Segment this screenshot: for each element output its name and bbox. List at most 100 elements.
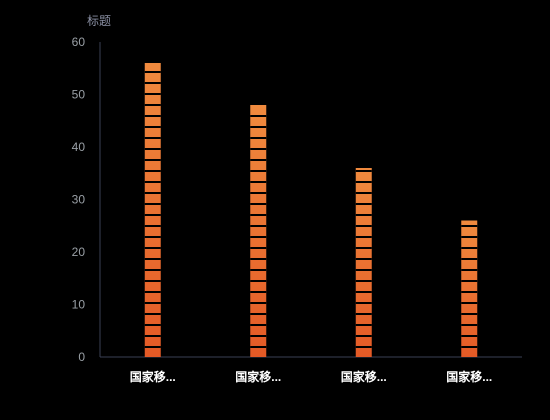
bar-segment-gap	[355, 203, 372, 205]
bar-segment-separators	[461, 225, 478, 348]
bar-segment-gap	[250, 225, 267, 227]
bar-segment-gap	[144, 181, 161, 183]
y-tick-label: 0	[78, 350, 85, 364]
bar-segment-gap	[250, 170, 267, 172]
x-category-label: 国家移...	[341, 369, 387, 384]
bar-segment-gap	[144, 203, 161, 205]
y-tick-label: 20	[72, 245, 86, 259]
bar-segment-gap	[355, 214, 372, 216]
bar-segment-gap	[250, 247, 267, 249]
bar-segment-gap	[144, 236, 161, 238]
bar-segment-gap	[461, 225, 478, 227]
bar-segment-gap	[250, 236, 267, 238]
bar-segment-gap	[144, 137, 161, 139]
bar-segment-gap	[144, 115, 161, 117]
bars	[144, 63, 478, 357]
bar-segment-gap	[355, 192, 372, 194]
bar-segment-gap	[144, 302, 161, 304]
bar-segment-gap	[144, 280, 161, 282]
bar-fill	[144, 63, 161, 357]
bar-segment-gap	[461, 269, 478, 271]
bar-segment-gap	[461, 302, 478, 304]
bar-fill	[250, 105, 267, 357]
bar-segment-gap	[250, 346, 267, 348]
bar-segment-separators	[250, 115, 267, 348]
bar-segment-gap	[355, 280, 372, 282]
bar-segment-gap	[461, 258, 478, 260]
bar-segment-gap	[250, 148, 267, 150]
x-category-label: 国家移...	[235, 369, 281, 384]
bar-segment-gap	[355, 181, 372, 183]
bar-segment-gap	[355, 269, 372, 271]
bar-segment-gap	[250, 203, 267, 205]
bar-segment-gap	[461, 236, 478, 238]
bar-segment-gap	[355, 225, 372, 227]
bar-segment-gap	[144, 159, 161, 161]
bar-segment-gap	[144, 291, 161, 293]
bar-segment-gap	[250, 258, 267, 260]
bar-segment-gap	[144, 104, 161, 106]
bar-segment-gap	[461, 280, 478, 282]
bar-segment-gap	[144, 335, 161, 337]
x-category-label: 国家移...	[130, 369, 176, 384]
bar-segment-gap	[250, 335, 267, 337]
bar	[355, 168, 372, 357]
y-tick-label: 40	[72, 140, 86, 154]
bar-segment-gap	[144, 71, 161, 73]
bar-segment-gap	[250, 192, 267, 194]
bar-segment-gap	[355, 170, 372, 172]
bar-segment-gap	[250, 280, 267, 282]
bar-segment-gap	[144, 324, 161, 326]
y-tick-label: 30	[72, 193, 86, 207]
bar-segment-gap	[461, 346, 478, 348]
y-axis-ticks: 0 10 20 30 40 50 60	[72, 35, 86, 364]
bar-segment-gap	[144, 192, 161, 194]
bar-segment-gap	[355, 302, 372, 304]
bar-segment-gap	[144, 258, 161, 260]
y-tick-label: 60	[72, 35, 86, 49]
bar	[250, 105, 267, 357]
bar-segment-gap	[250, 137, 267, 139]
bar-segment-gap	[355, 247, 372, 249]
bar-segment-gap	[250, 302, 267, 304]
bar-segment-gap	[461, 335, 478, 337]
bar-segment-separators	[355, 170, 372, 348]
bar-fill	[461, 220, 478, 357]
bar	[461, 220, 478, 357]
bar-segment-gap	[144, 214, 161, 216]
bar-segment-gap	[250, 291, 267, 293]
bar-segment-gap	[250, 214, 267, 216]
bar-segment-gap	[461, 324, 478, 326]
bar-segment-gap	[250, 159, 267, 161]
bar-segment-gap	[144, 225, 161, 227]
bar-segment-gap	[144, 126, 161, 128]
x-category-label: 国家移...	[446, 369, 492, 384]
y-tick-label: 50	[72, 88, 86, 102]
bar-segment-gap	[144, 93, 161, 95]
bar-segment-separators	[144, 71, 161, 348]
bar-segment-gap	[355, 236, 372, 238]
bar-segment-gap	[144, 82, 161, 84]
bar-segment-gap	[355, 313, 372, 315]
bar-segment-gap	[355, 335, 372, 337]
bar-segment-gap	[355, 324, 372, 326]
bar-segment-gap	[355, 291, 372, 293]
bar-segment-gap	[144, 346, 161, 348]
bar-segment-gap	[250, 269, 267, 271]
bar-segment-gap	[250, 126, 267, 128]
y-axis-title: 标题	[87, 14, 111, 28]
bar-segment-gap	[144, 313, 161, 315]
bar-segment-gap	[144, 148, 161, 150]
y-tick-label: 10	[72, 298, 86, 312]
bar-segment-gap	[144, 247, 161, 249]
bar-fill	[355, 168, 372, 357]
bar-segment-gap	[250, 313, 267, 315]
bar	[144, 63, 161, 357]
bar-segment-gap	[250, 115, 267, 117]
bar-segment-gap	[461, 291, 478, 293]
bar-segment-gap	[355, 258, 372, 260]
bar-segment-gap	[250, 324, 267, 326]
bar-segment-gap	[461, 313, 478, 315]
bar-segment-gap	[250, 181, 267, 183]
